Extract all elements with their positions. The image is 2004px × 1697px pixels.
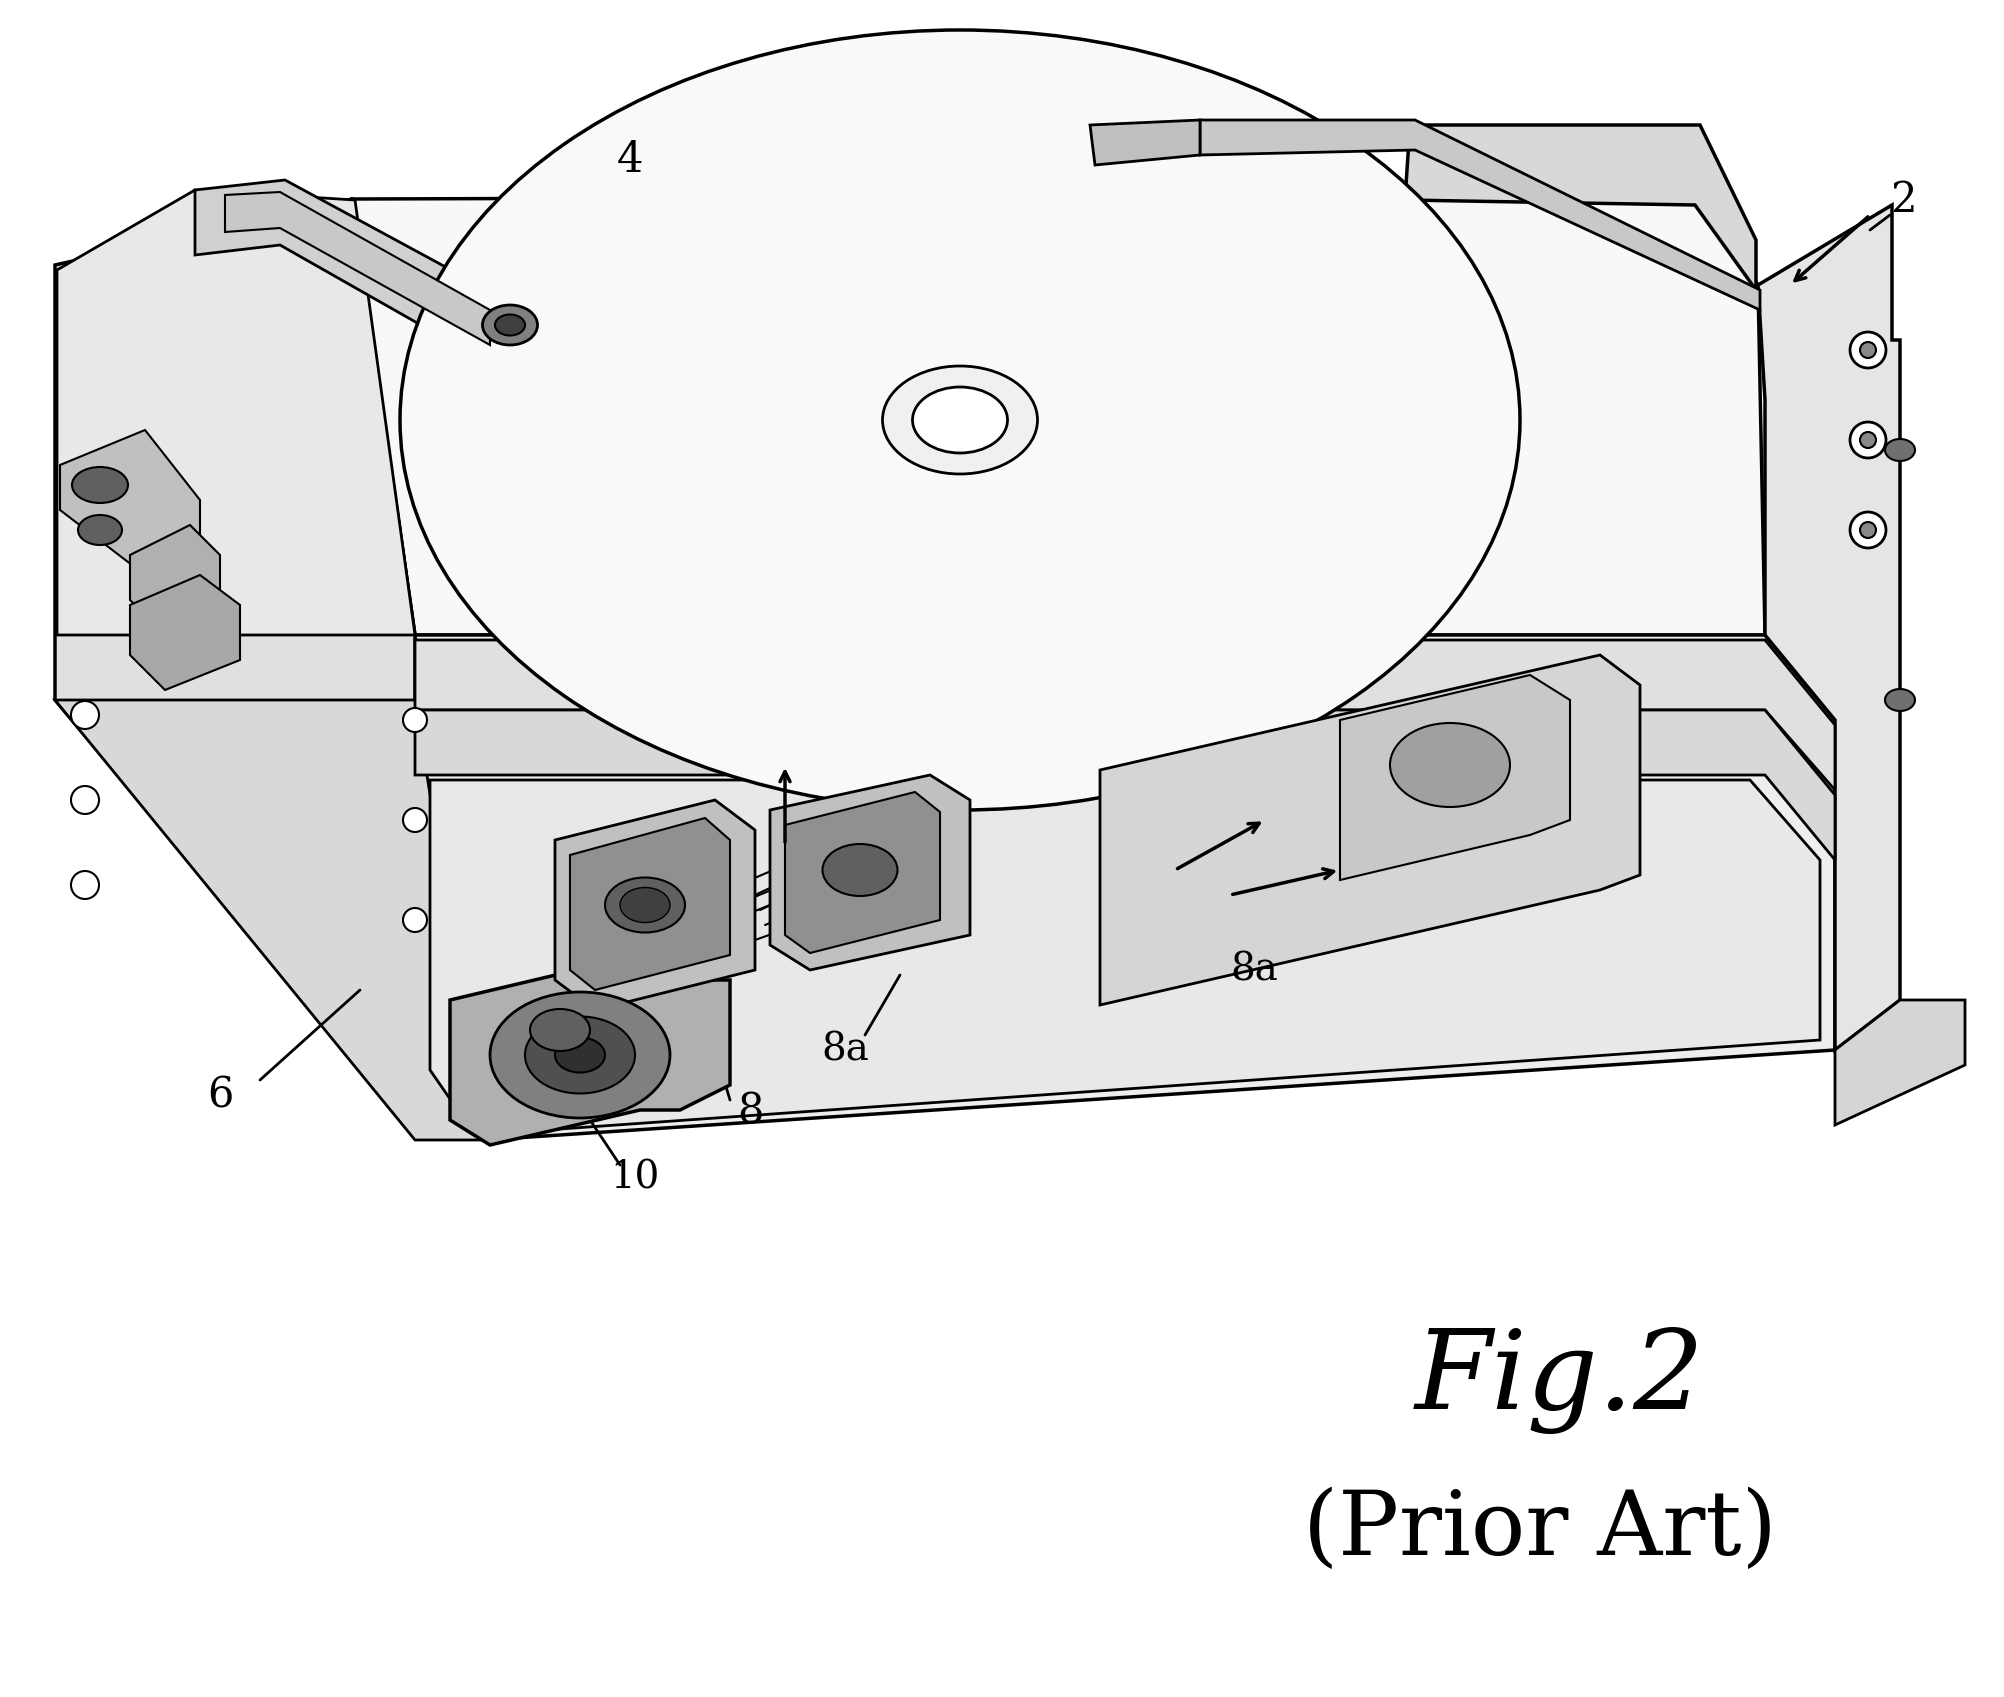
Ellipse shape — [822, 843, 898, 896]
Ellipse shape — [605, 877, 685, 932]
Polygon shape — [194, 180, 525, 370]
Circle shape — [403, 708, 427, 731]
Circle shape — [70, 701, 98, 730]
Text: 2: 2 — [1890, 178, 1916, 221]
Circle shape — [1850, 423, 1886, 458]
Ellipse shape — [1886, 689, 1916, 711]
Polygon shape — [224, 192, 491, 344]
Polygon shape — [1341, 675, 1569, 881]
Polygon shape — [1100, 655, 1639, 1005]
Polygon shape — [130, 575, 240, 691]
Ellipse shape — [483, 305, 537, 344]
Ellipse shape — [882, 367, 1038, 473]
Polygon shape — [60, 429, 200, 575]
Ellipse shape — [491, 993, 669, 1118]
Text: (Prior Art): (Prior Art) — [1303, 1487, 1778, 1573]
Ellipse shape — [525, 1017, 635, 1093]
Text: 4: 4 — [617, 139, 643, 182]
Circle shape — [1850, 512, 1886, 548]
Text: 8: 8 — [737, 1091, 764, 1134]
Polygon shape — [54, 199, 415, 1061]
Circle shape — [403, 908, 427, 932]
Ellipse shape — [78, 514, 122, 545]
Polygon shape — [1836, 1000, 1966, 1125]
Ellipse shape — [1391, 723, 1509, 808]
Ellipse shape — [401, 31, 1519, 809]
Polygon shape — [1758, 205, 1900, 1050]
Polygon shape — [569, 818, 729, 989]
Polygon shape — [431, 781, 1820, 1135]
Circle shape — [1850, 333, 1886, 368]
Ellipse shape — [529, 1010, 589, 1050]
Text: 8a: 8a — [1230, 952, 1279, 988]
Polygon shape — [1405, 126, 1756, 290]
Polygon shape — [353, 195, 1766, 635]
Polygon shape — [415, 709, 1836, 860]
Polygon shape — [130, 524, 220, 630]
Polygon shape — [1090, 120, 1200, 165]
Polygon shape — [770, 776, 970, 971]
Circle shape — [1860, 433, 1876, 448]
Ellipse shape — [1886, 440, 1916, 462]
Polygon shape — [786, 792, 940, 954]
Text: 6: 6 — [206, 1074, 232, 1117]
Polygon shape — [54, 699, 485, 1140]
Circle shape — [403, 808, 427, 832]
Ellipse shape — [912, 387, 1008, 453]
Text: 8a: 8a — [822, 1032, 870, 1069]
Polygon shape — [555, 799, 756, 1010]
Circle shape — [1860, 343, 1876, 358]
Circle shape — [70, 871, 98, 899]
Ellipse shape — [555, 1037, 605, 1073]
Circle shape — [70, 786, 98, 815]
Polygon shape — [56, 190, 415, 635]
Circle shape — [1860, 523, 1876, 538]
Ellipse shape — [72, 467, 128, 502]
Text: 10: 10 — [611, 1159, 659, 1196]
Ellipse shape — [495, 314, 525, 336]
Polygon shape — [451, 955, 729, 1145]
Polygon shape — [1200, 120, 1760, 311]
Polygon shape — [415, 640, 1836, 791]
Polygon shape — [415, 635, 1836, 1140]
Text: Fig.2: Fig.2 — [1415, 1327, 1705, 1434]
Ellipse shape — [619, 888, 669, 923]
